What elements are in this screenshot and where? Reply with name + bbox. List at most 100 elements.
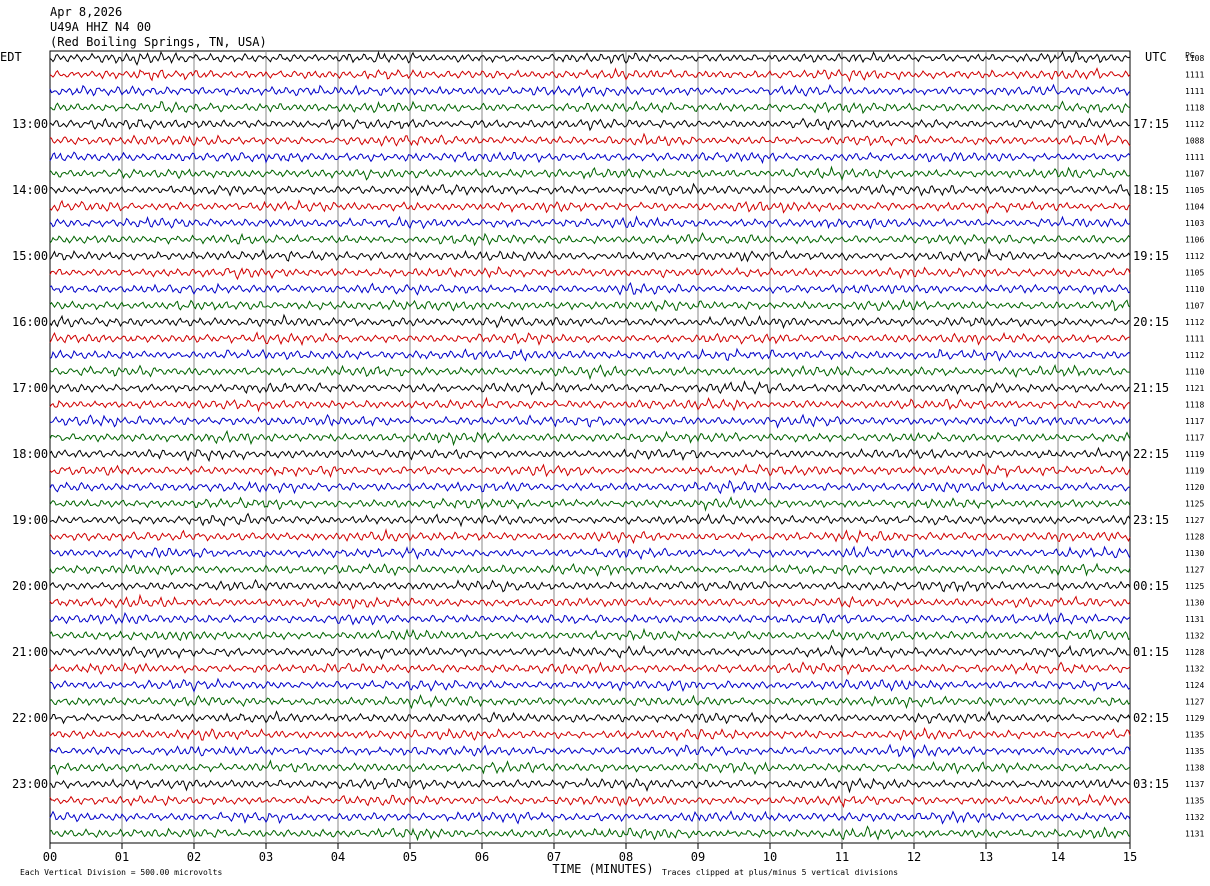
row-count: 1103 (1185, 219, 1204, 228)
scale-note: Each Vertical Division = 500.00 microvol… (20, 868, 222, 877)
row-count: 1111 (1185, 153, 1204, 162)
utc-label: 00:15 (1133, 579, 1169, 593)
x-tick-label: 04 (331, 850, 345, 864)
trace (49, 627, 1131, 642)
trace (49, 743, 1131, 760)
trace (49, 151, 1131, 165)
edt-label: 13:00 (12, 117, 48, 131)
trace (49, 199, 1131, 215)
row-count: 1121 (1185, 384, 1204, 393)
edt-label: 16:00 (12, 315, 48, 329)
row-count: 1110 (1185, 368, 1204, 377)
row-count: 1118 (1185, 401, 1204, 410)
trace (49, 132, 1131, 147)
trace (49, 446, 1131, 463)
x-tick-label: 00 (43, 850, 57, 864)
x-tick-label: 07 (547, 850, 561, 864)
row-count: 1130 (1185, 599, 1204, 608)
trace (49, 562, 1131, 577)
trace (49, 545, 1131, 561)
x-tick-label: 08 (619, 850, 633, 864)
row-count: 1112 (1185, 120, 1204, 129)
trace (49, 810, 1131, 825)
trace (49, 463, 1131, 479)
row-count: 1111 (1185, 335, 1204, 344)
date: Apr 8,2026 (50, 5, 122, 19)
row-count: 1125 (1185, 582, 1204, 591)
row-count: 1135 (1185, 747, 1204, 756)
row-count: 1124 (1185, 681, 1204, 690)
utc-label: 20:15 (1133, 315, 1169, 329)
x-tick-label: 03 (259, 850, 273, 864)
row-count: 1119 (1185, 450, 1204, 459)
edt-label: 20:00 (12, 579, 48, 593)
trace (49, 396, 1131, 413)
trace (49, 298, 1131, 313)
edt-label: 17:00 (12, 381, 48, 395)
trace (49, 50, 1131, 66)
row-count: 1131 (1185, 830, 1204, 839)
row-count: 1135 (1185, 731, 1204, 740)
trace (49, 661, 1131, 676)
edt-label: 15:00 (12, 249, 48, 263)
row-count: 1112 (1185, 318, 1204, 327)
row-count: 1105 (1185, 186, 1204, 195)
trace (49, 83, 1131, 98)
utc-label: 19:15 (1133, 249, 1169, 263)
x-tick-label: 14 (1051, 850, 1065, 864)
row-count: 1112 (1185, 252, 1204, 261)
row-count: 1117 (1185, 417, 1204, 426)
trace (49, 793, 1131, 809)
location: (Red Boiling Springs, TN, USA) (50, 35, 267, 49)
utc-label: 21:15 (1133, 381, 1169, 395)
trace (49, 479, 1131, 495)
trace (49, 363, 1130, 381)
trace (49, 347, 1131, 362)
trace (49, 593, 1131, 610)
utc-label: 17:15 (1133, 117, 1169, 131)
edt-label: 18:00 (12, 447, 48, 461)
clip-note: Traces clipped at plus/minus 5 vertical … (662, 868, 898, 877)
row-count: 1107 (1185, 170, 1204, 179)
row-count: 1117 (1185, 434, 1204, 443)
row-count: 1107 (1185, 302, 1204, 311)
trace (49, 512, 1131, 528)
trace (49, 215, 1131, 230)
row-count: 1088 (1185, 137, 1204, 146)
x-tick-label: 09 (691, 850, 705, 864)
row-count: 1131 (1185, 615, 1204, 624)
edt-header: EDT (0, 50, 22, 64)
row-count: 1118 (1185, 104, 1204, 113)
utc-label: 01:15 (1133, 645, 1169, 659)
utc-header: UTC (1145, 50, 1167, 64)
trace (49, 117, 1131, 132)
trace (49, 266, 1131, 281)
row-count: 1110 (1185, 285, 1204, 294)
row-count: 1135 (1185, 797, 1204, 806)
row-count: 1104 (1185, 203, 1204, 212)
x-axis-label: TIME (MINUTES) (552, 862, 653, 876)
x-tick-label: 10 (763, 850, 777, 864)
x-tick-label: 15 (1123, 850, 1137, 864)
row-count: 1120 (1185, 483, 1204, 492)
utc-label: 18:15 (1133, 183, 1169, 197)
row-count: 1129 (1185, 714, 1204, 723)
row-count: 1137 (1185, 780, 1204, 789)
row-count: 1112 (1185, 351, 1204, 360)
row-count: 1128 (1185, 533, 1204, 542)
edt-label: 19:00 (12, 513, 48, 527)
row-count: 1132 (1185, 813, 1204, 822)
trace (49, 496, 1131, 512)
x-tick-label: 12 (907, 850, 921, 864)
trace (49, 579, 1131, 593)
row-count: 1127 (1185, 698, 1204, 707)
utc-label: 22:15 (1133, 447, 1169, 461)
row-count: 1111 (1185, 71, 1204, 80)
row-count: 1128 (1185, 648, 1204, 657)
row-count: 1127 (1185, 516, 1204, 525)
row-count: 1132 (1185, 665, 1204, 674)
row-count: 1125 (1185, 500, 1204, 509)
trace (49, 182, 1131, 197)
